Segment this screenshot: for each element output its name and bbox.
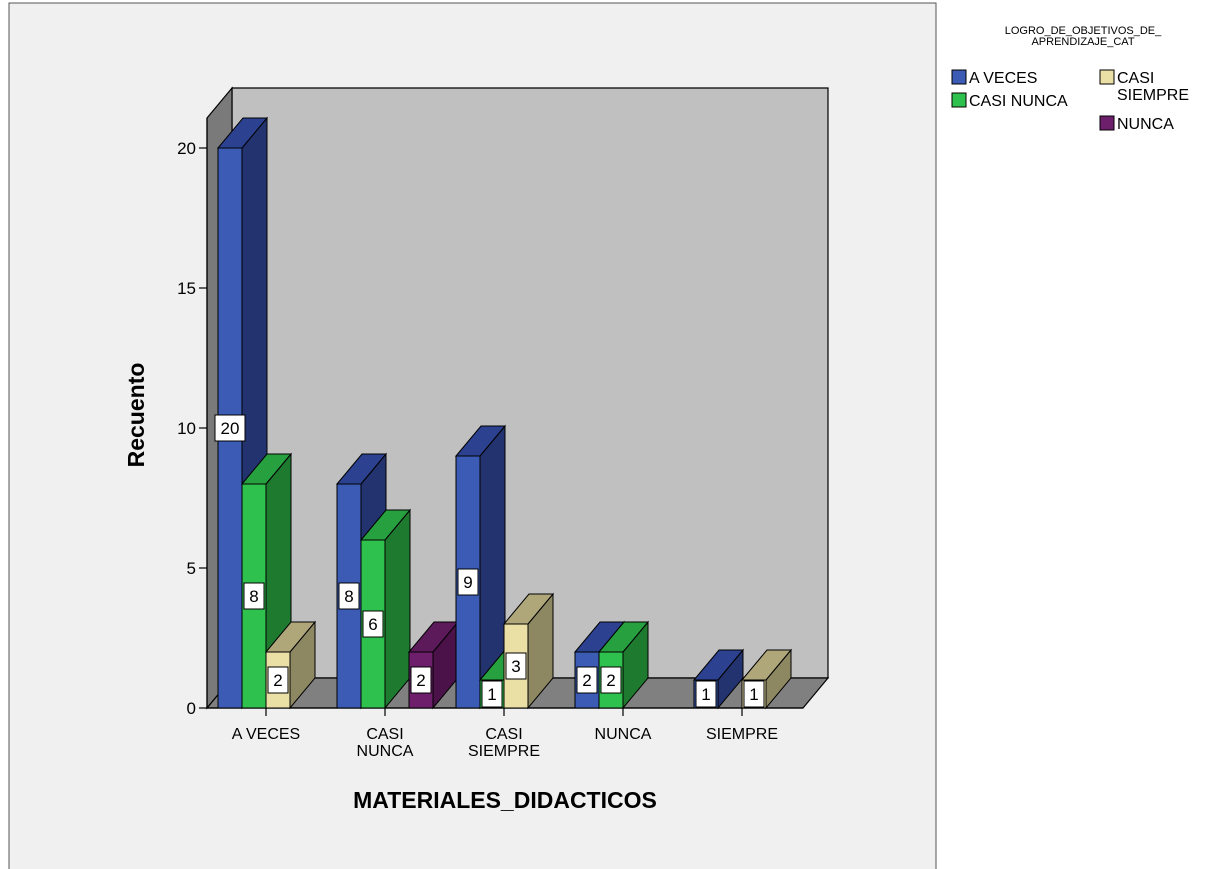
data-label: 1 — [695, 680, 717, 708]
data-label: 2 — [410, 666, 432, 694]
data-label-value: 1 — [701, 685, 710, 704]
x-tick-label: A VECES — [232, 726, 300, 743]
back-wall — [231, 87, 829, 679]
data-label: 6 — [362, 610, 384, 638]
data-label-box — [267, 666, 289, 694]
data-label: 9 — [457, 568, 479, 596]
bar — [359, 508, 412, 710]
data-label-value: 1 — [749, 685, 758, 704]
data-label: 8 — [338, 582, 360, 610]
data-label-value: 6 — [368, 615, 377, 634]
data-label-box — [600, 666, 622, 694]
x-tick-label: NUNCA — [595, 726, 652, 743]
data-label-box — [214, 414, 246, 442]
data-label-box — [243, 582, 265, 610]
legend-swatch — [951, 92, 967, 108]
data-label: 3 — [505, 652, 527, 680]
data-label-box — [695, 680, 717, 708]
data-label-value: 20 — [221, 419, 240, 438]
bar-side — [384, 508, 411, 710]
data-label-box — [505, 652, 527, 680]
legend-label: A VECES — [969, 70, 1037, 87]
data-label-box — [410, 666, 432, 694]
data-label-box — [362, 610, 384, 638]
legend-swatch — [1099, 69, 1115, 85]
legend-title: LOGRO_DE_OBJETIVOS_DE_ — [1005, 25, 1162, 37]
data-label-value: 2 — [582, 671, 591, 690]
data-label-box — [338, 582, 360, 610]
x-tick-label: SIEMPRE — [468, 743, 540, 760]
y-axis-title: Recuento — [123, 363, 149, 468]
y-tick-label: 5 — [187, 559, 196, 578]
legend-title: APRENDIZAJE_CAT — [1031, 36, 1134, 48]
data-label: 2 — [267, 666, 289, 694]
data-label-value: 3 — [511, 657, 520, 676]
x-tick-label: CASI — [485, 726, 522, 743]
data-label-value: 2 — [273, 671, 282, 690]
y-tick-label: 15 — [177, 279, 196, 298]
data-label: 8 — [243, 582, 265, 610]
data-label: 1 — [481, 680, 503, 708]
data-label-value: 2 — [606, 671, 615, 690]
bar — [597, 620, 650, 710]
data-label-box — [457, 568, 479, 596]
legend-label: NUNCA — [1117, 116, 1174, 133]
legend-item: CASI NUNCA — [951, 92, 1068, 110]
y-tick-label: 0 — [187, 699, 196, 718]
data-label-value: 9 — [463, 573, 472, 592]
data-label-box — [481, 680, 503, 708]
legend-item: A VECES — [951, 69, 1037, 87]
data-label: 2 — [600, 666, 622, 694]
x-tick-label: SIEMPRE — [706, 726, 778, 743]
legend-item: NUNCA — [1099, 115, 1174, 133]
data-label: 2 — [576, 666, 598, 694]
x-tick-label: CASI — [366, 726, 403, 743]
data-label: 20 — [214, 414, 246, 442]
x-tick-label: NUNCA — [357, 743, 414, 760]
data-label-box — [743, 680, 765, 708]
y-tick-label: 20 — [177, 139, 196, 158]
legend-label: SIEMPRE — [1117, 87, 1189, 104]
legend-swatch — [951, 69, 967, 85]
legend: LOGRO_DE_OBJETIVOS_DE_APRENDIZAJE_CAT A V… — [951, 25, 1189, 133]
x-axis-title: MATERIALES_DIDACTICOS — [353, 787, 657, 813]
data-label: 1 — [743, 680, 765, 708]
data-label-value: 1 — [487, 685, 496, 704]
legend-label: CASI NUNCA — [969, 93, 1068, 110]
y-tick-label: 10 — [177, 419, 196, 438]
data-label-value: 8 — [344, 587, 353, 606]
data-label-value: 2 — [416, 671, 425, 690]
legend-label: CASI — [1117, 70, 1154, 87]
legend-swatch — [1099, 115, 1115, 131]
data-label-box — [576, 666, 598, 694]
data-label-value: 8 — [249, 587, 258, 606]
